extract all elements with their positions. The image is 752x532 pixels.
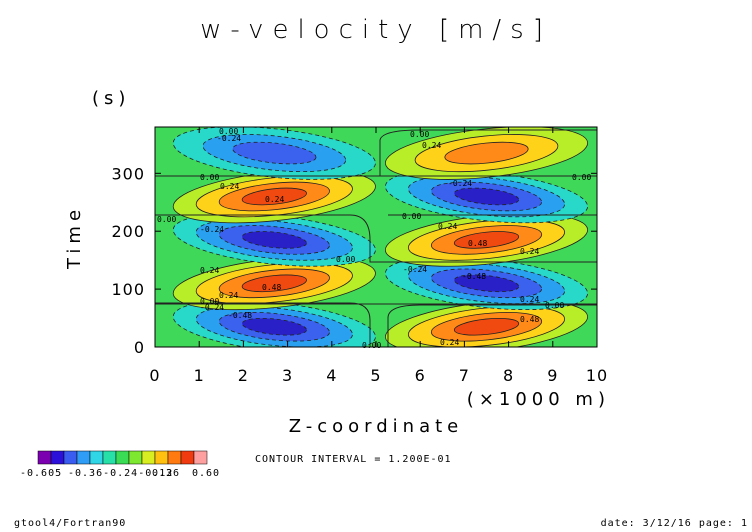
colorbar-swatch (167, 450, 182, 465)
x-tick-label: 10 (586, 366, 608, 385)
contour-label: -0.24 (217, 134, 241, 143)
colorbar (37, 450, 208, 465)
y-axis-label: Time (64, 205, 85, 270)
contour-band (241, 274, 307, 293)
contour-label: -0.48 (228, 311, 252, 320)
x-tick-label: 5 (370, 366, 381, 385)
contour-label: 0.00 (200, 297, 219, 306)
colorbar-min-label: -0.605 (20, 468, 62, 479)
colorbar-swatch (89, 450, 104, 465)
contour-label: 0.24 (219, 291, 238, 300)
colorbar-swatch (128, 450, 143, 465)
x-tick-label: 7 (459, 366, 470, 385)
contour-label: -0.24 (200, 225, 224, 234)
y-tick-label: 0 (134, 338, 145, 357)
contour-band (241, 187, 307, 206)
contour-label: -0.24 (403, 265, 427, 274)
contour-label: 0.24 (200, 266, 219, 275)
colorbar-swatch (141, 450, 156, 465)
y-tick-label: 200 (111, 222, 145, 241)
colorbar-swatch (63, 450, 78, 465)
colorbar-swatch (115, 450, 130, 465)
contour-label: 0.00 (410, 130, 429, 139)
y-tick-label: 300 (111, 164, 145, 183)
contour-label: 0.24 (438, 222, 457, 231)
y-unit: (s) (92, 88, 130, 109)
cell-contours (384, 169, 589, 224)
contour-label: 0.00 (402, 212, 421, 221)
contour-label: -0.24 (448, 179, 472, 188)
x-tick-label: 3 (282, 366, 293, 385)
x-tick-label: 4 (326, 366, 337, 385)
colorbar-swatch (193, 450, 208, 465)
colorbar-mid-labels: -0.36-0.24-0.12 (68, 468, 173, 479)
contour-label: 0.00 (362, 341, 381, 350)
colorbar-swatch (37, 450, 52, 465)
cell-contours (172, 169, 376, 224)
x-tick-label: 0 (149, 366, 160, 385)
cell-contours (172, 256, 376, 311)
footer-right: date: 3/12/16 page: 1 (601, 518, 748, 529)
footer-left: gtool4/Fortran90 (14, 518, 126, 529)
contour-label: -0.48 (462, 272, 486, 281)
x-tick-label: 6 (415, 366, 426, 385)
contour-band (453, 274, 520, 293)
x-tick-label: 9 (547, 366, 558, 385)
cell-contours (384, 127, 589, 180)
contour-label: 0.48 (520, 315, 539, 324)
contour-label: -0.24 (200, 303, 224, 312)
y-tick-label: 100 (111, 280, 145, 299)
cell-layer (172, 127, 589, 347)
colorbar-tick-label: 0.60 (192, 468, 220, 479)
x-axis: 0 1 2 3 4 5 6 7 8 9 10 (149, 127, 608, 385)
contour-label: 0.24 (520, 247, 539, 256)
contour-band (241, 231, 307, 249)
contour-band (241, 317, 307, 336)
contour-label: 0.24 (520, 295, 539, 304)
colorbar-swatch (76, 450, 91, 465)
contour-band (444, 141, 529, 165)
x-tick-label: 2 (238, 366, 249, 385)
x-tick-label: 8 (503, 366, 514, 385)
contour-band (453, 187, 520, 206)
contour-labels: 0.00 0.00 -0.24 0.24 0.00 0.00 0.24 -0.2… (157, 127, 591, 350)
contour-band (232, 141, 317, 165)
contour-label: 0.48 (468, 239, 487, 248)
cell-contours (384, 213, 589, 267)
contour-band (453, 317, 520, 336)
x-unit: (×1000 m) (467, 389, 610, 410)
contour-label: 0.00 (545, 301, 564, 310)
cell-contours (172, 213, 376, 267)
contour-interval: CONTOUR INTERVAL = 1.200E-01 (255, 454, 452, 465)
colorbar-swatch (180, 450, 195, 465)
x-tick-label: 1 (194, 366, 205, 385)
colorbar-swatch (154, 450, 169, 465)
contour-label: 0.24 (265, 195, 284, 204)
contour-label: 0.24 (440, 338, 459, 347)
contour-label: 0.24 (422, 141, 441, 150)
colorbar-tick-label: 0.36 (152, 468, 180, 479)
colorbar-swatch (102, 450, 117, 465)
x-axis-label: Z-coordinate (289, 416, 464, 437)
contour-label: 0.00 (157, 215, 176, 224)
contour-band (453, 231, 520, 249)
contour-label: 0.00 (219, 127, 238, 136)
colorbar-swatch (50, 450, 65, 465)
chart-title: w-velocity [m/s] (200, 15, 552, 45)
cell-contours (172, 127, 376, 180)
y-axis: 0 100 200 300 (111, 164, 597, 357)
contour-label: 0.00 (200, 173, 219, 182)
contour-zero-lines (155, 129, 597, 347)
cell-contours (384, 300, 589, 347)
contour-label: 0.24 (220, 182, 239, 191)
contour-label: 0.48 (262, 283, 281, 292)
contour-label: 0.00 (336, 255, 355, 264)
contour-label: 0.00 (572, 173, 591, 182)
